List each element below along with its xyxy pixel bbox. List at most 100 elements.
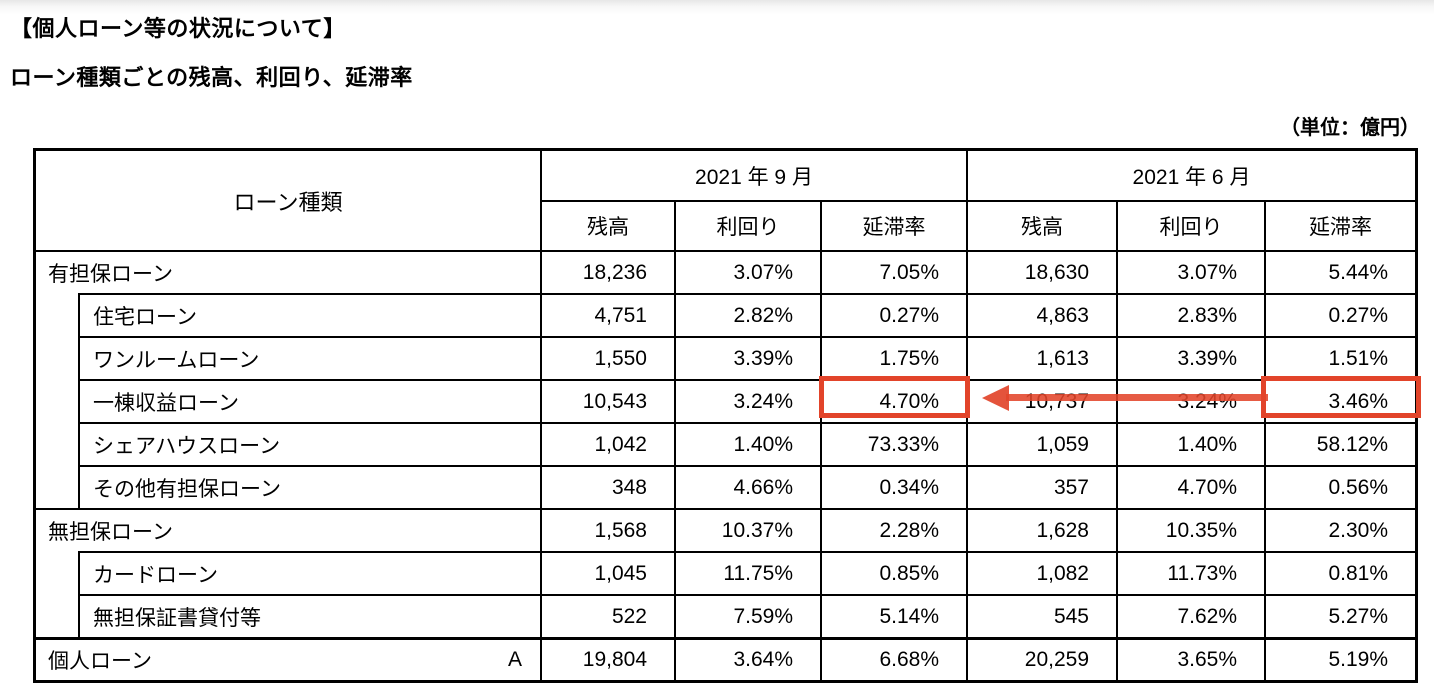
table-body: 有担保ローン 18,236 3.07% 7.05% 18,630 3.07% 5.44% 住宅… <box>36 250 1415 680</box>
cell-sep-balance: 4,751 <box>540 293 674 336</box>
loan-type-label: ワンルームローン <box>93 348 260 372</box>
loan-type-cell: 無担保証書貸付等 <box>36 594 540 637</box>
cell-sep-yield: 7.59% <box>674 594 820 637</box>
annotation-arrow-head <box>982 385 1009 411</box>
loan-type-label: 有担保ローン <box>48 262 173 286</box>
row-marker: A <box>507 648 522 671</box>
cell-jun-yield: 7.62% <box>1116 594 1264 637</box>
cell-sep-balance: 19,804 <box>540 637 674 680</box>
table-row: その他有担保ローン 348 4.66% 0.34% 357 4.70% 0.56% <box>36 465 1415 508</box>
cell-sep-delinquency: 6.68% <box>820 637 966 680</box>
loan-type-label: その他有担保ローン <box>93 477 281 501</box>
cell-jun-delinquency: 0.56% <box>1264 465 1415 508</box>
cell-jun-delinquency: 1.51% <box>1264 336 1415 379</box>
cell-jun-yield: 2.83% <box>1116 293 1264 336</box>
loan-type-label: 住宅ローン <box>93 305 197 329</box>
unit-note: （単位：億円） <box>1280 117 1420 139</box>
cell-sep-delinquency: 7.05% <box>820 250 966 293</box>
table-row: カードローン 1,045 11.75% 0.85% 1,082 11.73% 0.81% <box>36 551 1415 594</box>
cell-jun-balance: 357 <box>966 465 1116 508</box>
metric-header-balance: 残高 <box>540 200 674 250</box>
cell-sep-yield: 11.75% <box>674 551 820 594</box>
cell-jun-yield: 3.65% <box>1116 637 1264 680</box>
cell-jun-yield: 3.39% <box>1116 336 1264 379</box>
period-header-sep: 2021 年 9 月 <box>540 151 966 200</box>
cell-sep-balance: 522 <box>540 594 674 637</box>
loan-type-cell: 無担保ローン <box>36 508 540 551</box>
table-row: ワンルームローン 1,550 3.39% 1.75% 1,613 3.39% 1.51% <box>36 336 1415 379</box>
loan-type-cell: ワンルームローン <box>36 336 540 379</box>
loan-type-label: 無担保ローン <box>48 520 173 544</box>
loan-type-indent-box: 一棟収益ローン <box>78 379 540 422</box>
table-row: 個人ローン A 19,804 3.64% 6.68% 20,259 3.65% 5.19% <box>36 637 1415 680</box>
cell-sep-yield: 1.40% <box>674 422 820 465</box>
table-row: シェアハウスローン 1,042 1.40% 73.33% 1,059 1.40% 58.12… <box>36 422 1415 465</box>
loan-type-indent-box: 住宅ローン <box>78 293 540 336</box>
metric-header-delinquency: 延滞率 <box>1264 200 1415 250</box>
cell-sep-delinquency: 2.28% <box>820 508 966 551</box>
metric-header-yield: 利回り <box>674 200 820 250</box>
loan-type-label: 一棟収益ローン <box>93 391 239 415</box>
cell-jun-balance: 1,082 <box>966 551 1116 594</box>
loan-type-cell: シェアハウスローン <box>36 422 540 465</box>
cell-sep-balance: 1,045 <box>540 551 674 594</box>
cell-jun-yield: 11.73% <box>1116 551 1264 594</box>
loan-type-label: 無担保証書貸付等 <box>93 606 261 630</box>
cell-jun-balance: 18,630 <box>966 250 1116 293</box>
loan-type-cell: その他有担保ローン <box>36 465 540 508</box>
loan-type-indent-box: シェアハウスローン <box>78 422 540 465</box>
period-header-row: 2021 年 9 月 2021 年 6 月 <box>540 151 1415 200</box>
cell-jun-delinquency: 58.12% <box>1264 422 1415 465</box>
cell-sep-balance: 1,042 <box>540 422 674 465</box>
cell-sep-balance: 10,543 <box>540 379 674 422</box>
loan-type-wrap: 無担保ローン <box>36 510 540 551</box>
cell-jun-yield: 4.70% <box>1116 465 1264 508</box>
cell-sep-delinquency: 5.14% <box>820 594 966 637</box>
cell-jun-delinquency: 0.81% <box>1264 551 1415 594</box>
loan-type-indent-box: カードローン <box>78 551 540 594</box>
cell-sep-delinquency: 1.75% <box>820 336 966 379</box>
page-title: 【個人ローン等の状況について】 <box>10 16 346 41</box>
cell-jun-balance: 545 <box>966 594 1116 637</box>
cell-sep-balance: 18,236 <box>540 250 674 293</box>
cell-sep-balance: 348 <box>540 465 674 508</box>
metric-header-balance: 残高 <box>966 200 1116 250</box>
cell-sep-yield: 3.64% <box>674 637 820 680</box>
cell-jun-balance: 1,059 <box>966 422 1116 465</box>
highlight-box-sep-delinquency <box>819 376 970 418</box>
loan-table: ローン種類 2021 年 9 月 2021 年 6 月 残高 利回り 延滞率 残… <box>33 148 1418 683</box>
cell-jun-delinquency: 0.27% <box>1264 293 1415 336</box>
table-row: 無担保ローン 1,568 10.37% 2.28% 1,628 10.35% 2.30% <box>36 508 1415 551</box>
cell-sep-yield: 3.07% <box>674 250 820 293</box>
cell-sep-delinquency: 0.27% <box>820 293 966 336</box>
cell-jun-balance: 1,628 <box>966 508 1116 551</box>
cell-jun-yield: 10.35% <box>1116 508 1264 551</box>
cell-jun-delinquency: 5.44% <box>1264 250 1415 293</box>
cell-sep-balance: 1,550 <box>540 336 674 379</box>
table-row: 有担保ローン 18,236 3.07% 7.05% 18,630 3.07% 5.44% <box>36 250 1415 293</box>
loan-type-cell: 住宅ローン <box>36 293 540 336</box>
metric-header-row: 残高 利回り 延滞率 残高 利回り 延滞率 <box>540 200 1415 250</box>
loan-type-cell: カードローン <box>36 551 540 594</box>
table-row: 住宅ローン 4,751 2.82% 0.27% 4,863 2.83% 0.27% <box>36 293 1415 336</box>
page-subtitle: ローン種類ごとの残高、利回り、延滞率 <box>10 65 413 90</box>
cell-jun-delinquency: 5.19% <box>1264 637 1415 680</box>
cell-sep-yield: 10.37% <box>674 508 820 551</box>
cell-jun-balance: 20,259 <box>966 637 1116 680</box>
loan-type-cell: 個人ローン A <box>36 637 540 680</box>
cell-jun-yield: 1.40% <box>1116 422 1264 465</box>
cell-sep-yield: 3.24% <box>674 379 820 422</box>
cell-sep-yield: 2.82% <box>674 293 820 336</box>
metric-header-delinquency: 延滞率 <box>820 200 966 250</box>
loan-type-indent-box: 無担保証書貸付等 <box>78 594 540 637</box>
annotation-arrow-line <box>1006 394 1268 401</box>
loan-type-cell: 一棟収益ローン <box>36 379 540 422</box>
cell-jun-balance: 4,863 <box>966 293 1116 336</box>
cell-sep-delinquency: 0.34% <box>820 465 966 508</box>
cell-jun-delinquency: 2.30% <box>1264 508 1415 551</box>
loan-type-header: ローン種類 <box>233 189 343 215</box>
cell-sep-delinquency: 73.33% <box>820 422 966 465</box>
loan-type-label: カードローン <box>93 563 218 587</box>
metric-header-yield: 利回り <box>1116 200 1264 250</box>
